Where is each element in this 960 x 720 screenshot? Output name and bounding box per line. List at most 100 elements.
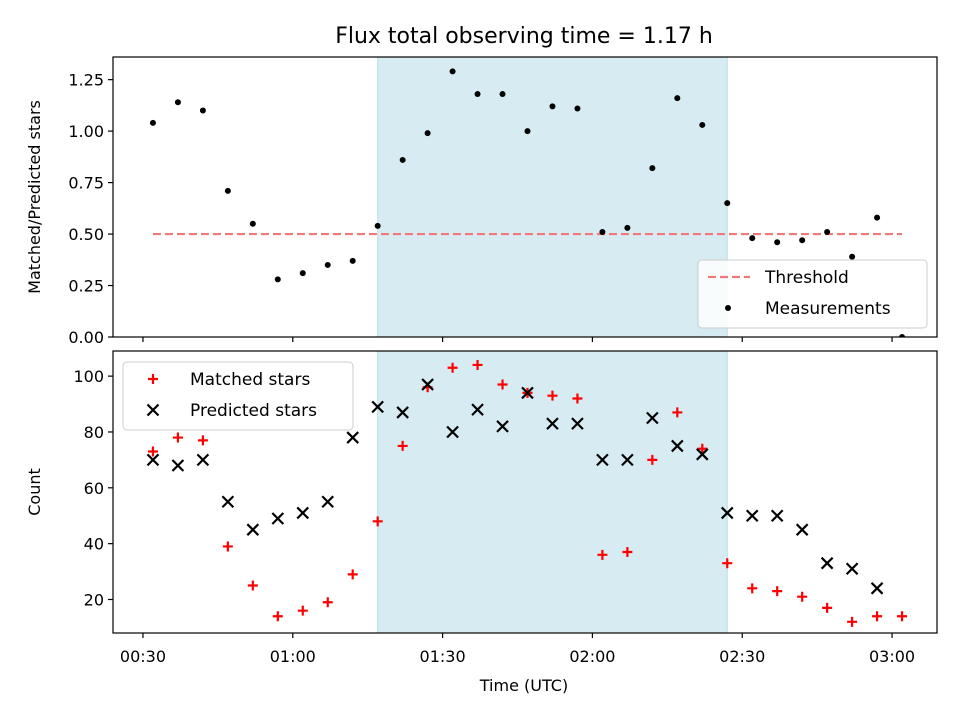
top-legend: Threshold Measurements [697,259,928,329]
matched-stars-point [347,569,358,580]
measurements-point [474,91,481,98]
bottom-legend: Matched stars Predicted stars [122,361,354,431]
y-tick-label: 40 [84,535,104,554]
measurements-point [774,239,781,246]
predicted-stars-point [271,512,285,525]
matched-stars-point [772,586,783,597]
measurements-point [499,91,506,98]
predicted-stars-point [371,400,384,414]
predicted-stars-point [621,453,634,467]
measurements-point [724,200,731,207]
measurements-point [274,276,281,283]
bottom-markers [146,359,908,627]
measurements-point [799,237,806,244]
top-panel: 0.00 0.25 0.50 0.75 1.00 1.25 Matched/Predicte… [25,56,938,347]
measurements-point [374,222,381,229]
matched-stars-point [547,390,558,401]
matched-stars-point [647,454,658,465]
x-tick-label: 03:00 [869,647,915,666]
measurements-point [249,220,256,227]
matched-stars-point [247,580,258,591]
predicted-stars-point [421,378,434,391]
matched-stars-point [622,547,633,558]
matched-stars-point [822,602,833,613]
matched-stars-point [147,446,158,457]
measurements-point [849,253,856,260]
measurements-point [224,187,231,194]
measurements-point [824,229,831,235]
y-tick-label: 0.00 [68,328,104,347]
predicted-stars-point [396,406,409,419]
measurements-point [424,130,431,137]
matched-stars-point [797,591,808,602]
predicted-stars-point [546,417,559,430]
measurements-point [624,224,631,231]
matched-stars-point [497,379,508,390]
predicted-stars-point [571,417,584,430]
measurements-point [449,68,456,75]
predicted-stars-point [246,523,260,536]
measurements-point [674,95,681,102]
legend-box [122,361,354,431]
legend-label: Predicted stars [190,401,317,421]
predicted-stars-point [720,506,734,520]
predicted-stars-point [795,523,809,536]
top-axes-frame [112,56,938,338]
measurements-point [299,270,306,277]
y-tick-label: 0.75 [68,174,104,193]
measurements-point [749,235,756,242]
legend-label: Threshold [764,268,849,288]
matched-stars-point [672,407,683,418]
matched-stars-point [272,611,283,622]
matched-stars-point [322,597,333,608]
predicted-stars-point [696,448,709,461]
predicted-stars-point [770,509,784,523]
chart-title: Flux total observing time = 1.17 h [335,24,713,49]
predicted-stars-point [671,439,684,453]
matched-stars-point [222,541,233,552]
predicted-stars-point [221,495,235,509]
matched-stars-point [397,440,408,451]
legend-measurements-swatch [725,305,731,311]
measurements-point [324,261,331,268]
matched-stars-point [897,611,908,622]
matched-stars-point [447,362,458,373]
predicted-stars-point [171,459,185,472]
matched-stars-point [197,435,208,446]
matched-stars-point [172,432,183,443]
matched-stars-point [697,443,708,454]
x-tick-label: 02:30 [719,647,765,666]
matched-stars-point [872,611,883,622]
measurements-point [174,99,181,106]
matched-stars-point [722,558,733,569]
x-tick-label: 02:00 [569,647,615,666]
legend-predicted-swatch [146,403,160,417]
measurements-point [899,334,906,337]
measurements-point [649,165,656,172]
matched-stars-point [847,616,858,627]
legend-matched-swatch [148,374,158,384]
matched-stars-point [597,549,608,560]
predicted-stars-point [845,562,859,576]
predicted-stars-point [446,425,459,439]
y-tick-label: 0.50 [68,225,104,244]
legend-label: Matched stars [190,370,310,390]
matched-stars-point [372,516,383,527]
matched-stars-point [747,583,758,594]
matched-stars-point [297,605,308,616]
predicted-stars-point [870,582,884,595]
measurements-point [874,214,881,221]
y-tick-label: 0.25 [68,277,104,296]
predicted-stars-point [646,411,659,425]
y-tick-label: 1.25 [68,71,104,90]
legend-box [697,259,928,329]
measurements-point [149,119,156,126]
bottom-axes-frame [112,350,938,634]
y-tick-label: 100 [73,367,104,386]
predicted-stars-point [471,403,484,416]
predicted-stars-point [296,506,310,520]
measurements-point [599,229,606,235]
bottom-panel: 20 40 60 80 100 00:30 01:00 01:30 02:00 02:30 03:0… [25,350,938,666]
measurements-point [574,105,581,112]
